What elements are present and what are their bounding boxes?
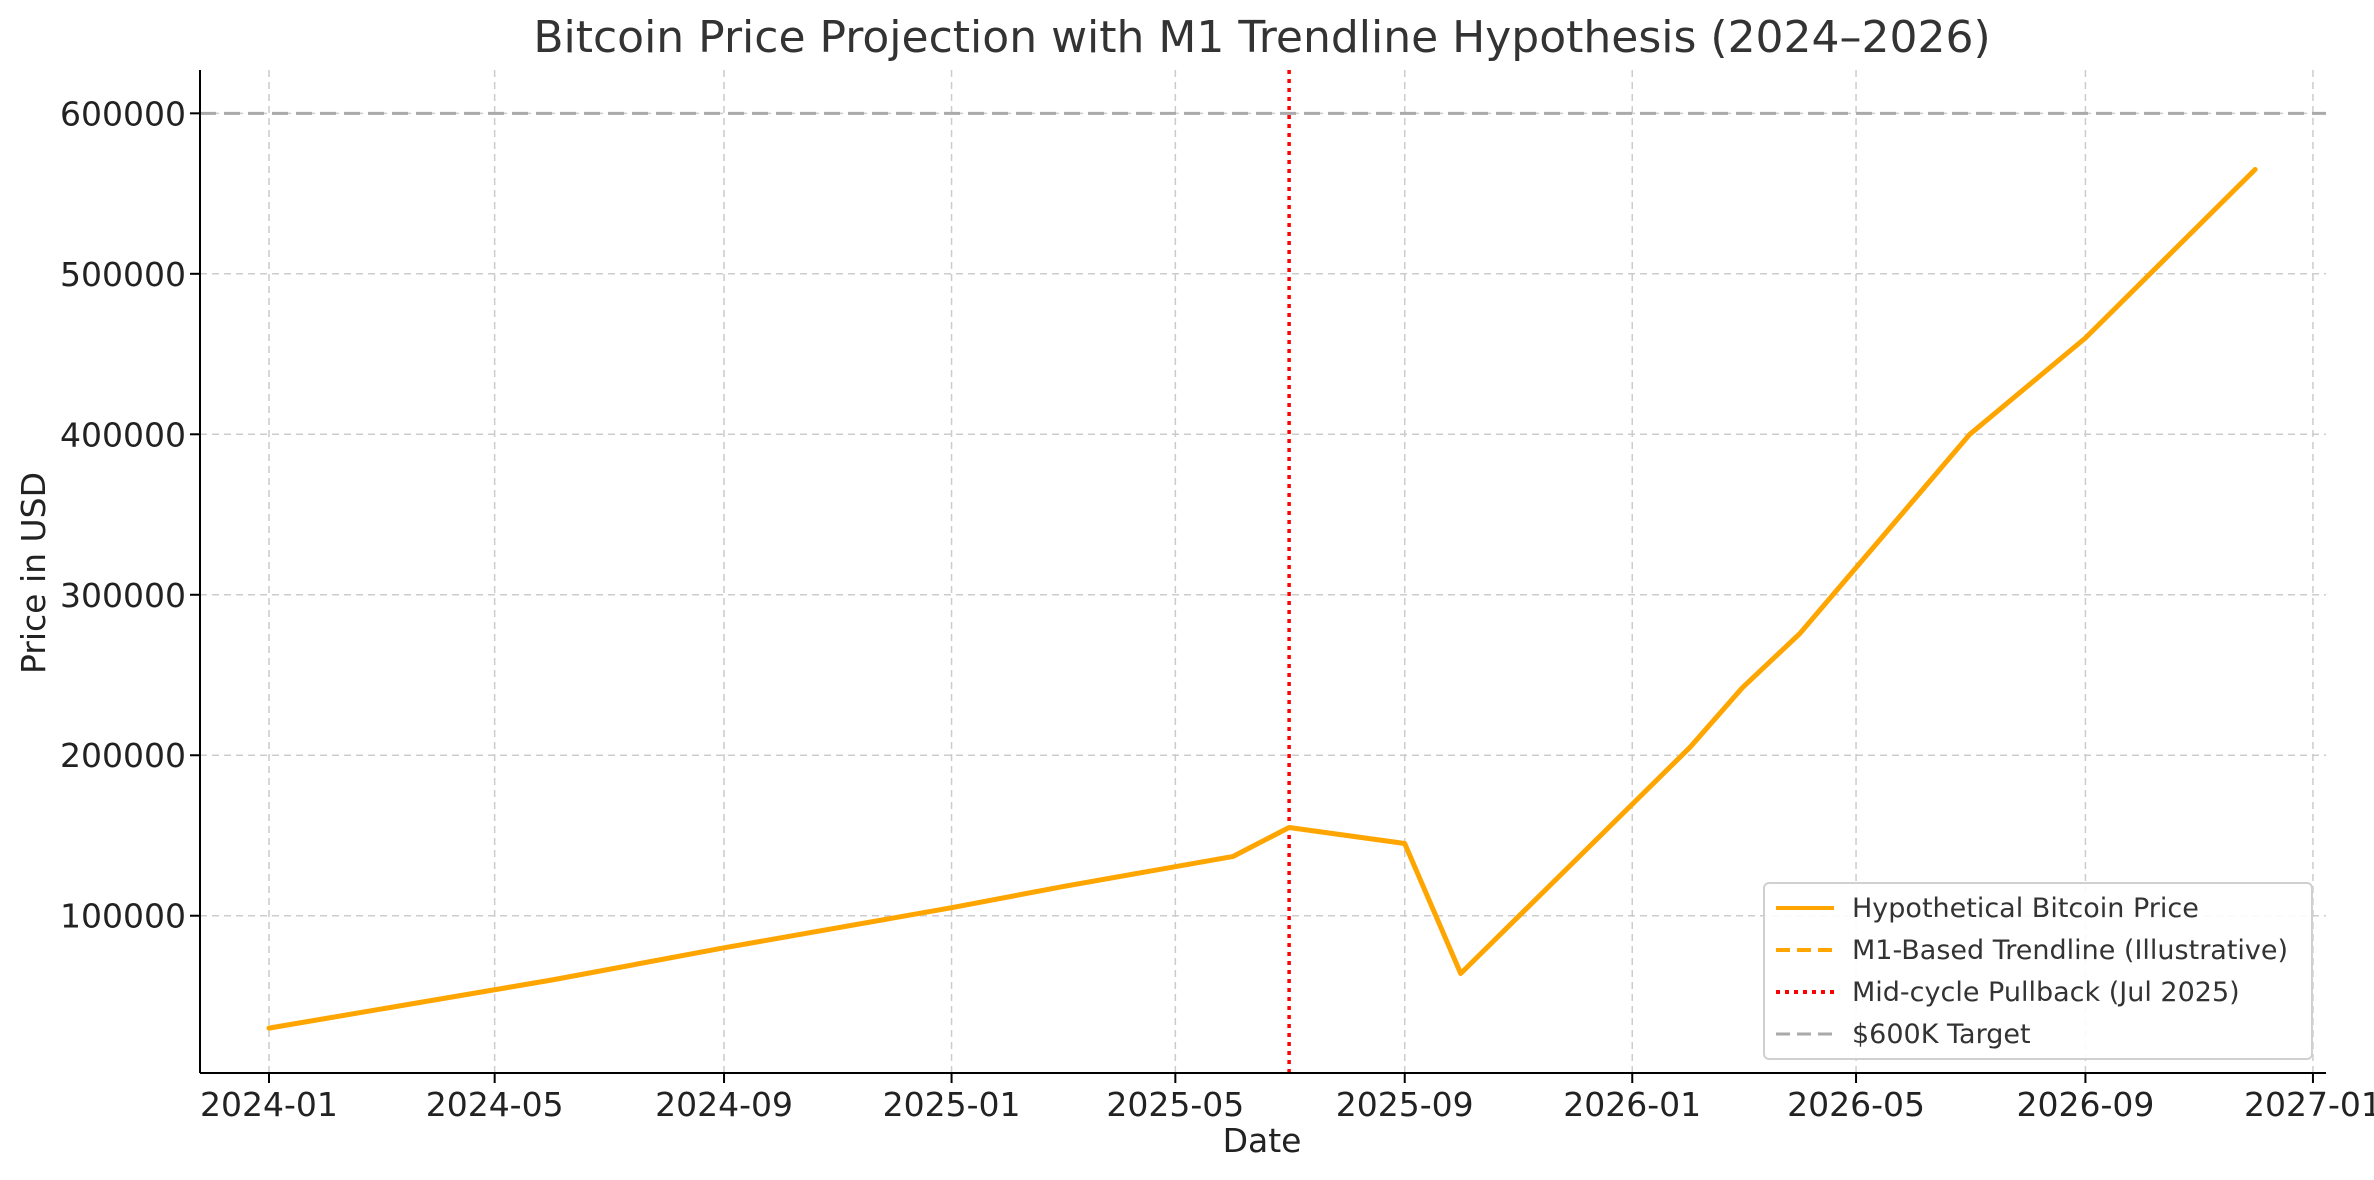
legend-label: Hypothetical Bitcoin Price: [1852, 893, 2199, 924]
series-line-0: [266, 167, 2258, 1031]
legend-label: Mid-cycle Pullback (Jul 2025): [1852, 977, 2240, 1008]
y-tick-label: 300000: [60, 576, 186, 615]
x-tick-label: 2026-01: [1563, 1085, 1701, 1124]
legend: Hypothetical Bitcoin Price M1-Based Trend…: [1763, 882, 2313, 1060]
x-tick-label: 2025-09: [1336, 1085, 1474, 1124]
x-tick-label: 2024-09: [655, 1085, 793, 1124]
y-tick-label: 500000: [60, 255, 186, 294]
y-tick-label: 200000: [60, 736, 186, 775]
y-axis-title: Price in USD: [14, 472, 53, 674]
x-tick-label: 2027-01: [2244, 1085, 2374, 1124]
chart-title: Bitcoin Price Projection with M1 Trendli…: [533, 12, 1990, 63]
x-tick-label: 2024-01: [200, 1085, 338, 1124]
x-axis-title: Date: [1223, 1121, 1302, 1160]
legend-box: [1763, 882, 2313, 1060]
x-tick-label: 2026-05: [1787, 1085, 1925, 1124]
y-tick-label: 600000: [60, 94, 186, 133]
legend-label: M1-Based Trendline (Illustrative): [1852, 935, 2288, 966]
y-tick-label: 100000: [60, 897, 186, 936]
x-tick-label: 2024-05: [426, 1085, 564, 1124]
legend-label: $600K Target: [1852, 1019, 2031, 1050]
x-tick-label: 2025-01: [883, 1085, 1021, 1124]
x-tick-label: 2025-05: [1106, 1085, 1244, 1124]
x-tick-label: 2026-09: [2016, 1085, 2154, 1124]
y-tick-label: 400000: [60, 415, 186, 454]
